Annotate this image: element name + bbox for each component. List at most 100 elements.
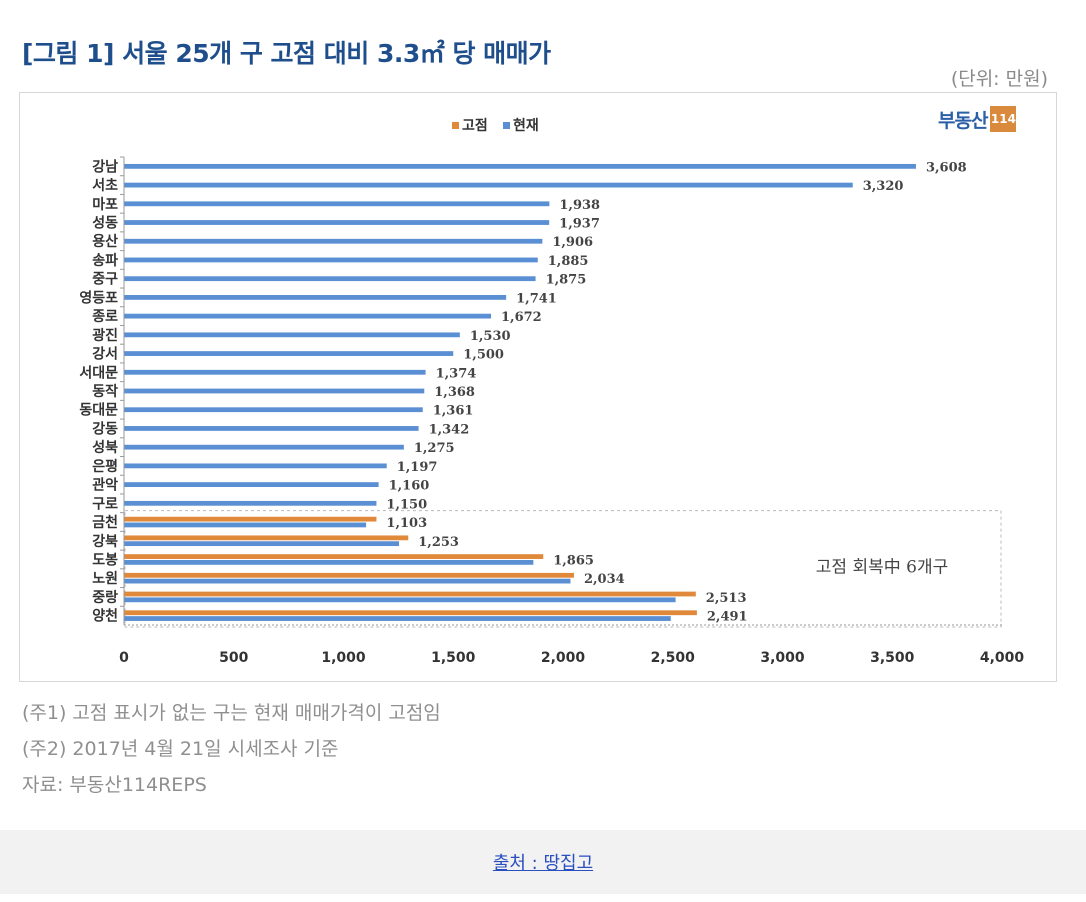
x-tick-label-2000: 2,000: [541, 650, 586, 666]
category-label-25: 양천: [92, 609, 118, 625]
value-label-6: 1,885: [548, 254, 589, 269]
unit-label: (단위: 만원): [950, 68, 1048, 90]
category-label-19: 구로: [92, 496, 118, 512]
legend-swatch-peak: [452, 122, 459, 129]
value-label-10: 1,530: [470, 329, 511, 344]
x-tick-label-2500: 2,500: [651, 650, 696, 666]
bar-peak-23: [124, 572, 574, 578]
bar-current-22: [124, 559, 534, 565]
bar-current-2: [124, 182, 853, 188]
category-label-20: 금천: [92, 515, 118, 531]
value-label-14: 1,361: [433, 404, 474, 419]
value-label-11: 1,500: [463, 348, 504, 363]
bar-current-11: [124, 351, 454, 356]
brand-logo: 부동산 114: [938, 106, 1017, 132]
bar-current-7: [124, 276, 536, 282]
bar-peak-20: [124, 516, 377, 522]
bar-peak-22: [124, 554, 544, 559]
bar-current-21: [124, 541, 400, 547]
x-tick-label-3000: 3,000: [760, 650, 805, 666]
legend-label-peak: 고점: [462, 117, 488, 134]
value-label-18: 1,160: [389, 479, 430, 494]
legend-label-current: 현재: [513, 118, 539, 134]
annotation-box: [124, 510, 1002, 628]
annotation-text: 고점 회복中 6개구: [816, 558, 948, 578]
bar-current-24: [124, 597, 676, 603]
category-label-8: 영등포: [79, 289, 118, 306]
category-label-23: 노원: [92, 571, 118, 587]
category-label-9: 종로: [92, 309, 118, 325]
category-label-3: 마포: [92, 197, 118, 213]
value-label-16: 1,275: [414, 441, 455, 456]
chart-title: [그림 1] 서울 25개 구 고점 대비 3.3㎡ 당 매매가: [22, 39, 551, 68]
category-label-15: 강동: [92, 420, 118, 437]
note-2: (주2) 2017년 4월 21일 시세조사 기준: [22, 738, 339, 760]
category-label-11: 강서: [92, 346, 118, 363]
category-label-6: 송파: [92, 253, 118, 269]
x-tick-label-4000: 4,000: [980, 650, 1025, 666]
value-label-23: 2,034: [584, 572, 625, 587]
bar-current-19: [124, 500, 377, 506]
legend-swatch-current: [503, 122, 510, 129]
note-1: (주1) 고점 표시가 없는 구는 현재 매매가격이 고점임: [22, 702, 441, 724]
bar-current-20: [124, 522, 367, 528]
bar-peak-25: [124, 610, 697, 616]
logo-badge: 114: [990, 106, 1017, 132]
value-label-17: 1,197: [397, 460, 438, 475]
x-tick-label-500: 500: [219, 650, 248, 666]
category-label-13: 동작: [92, 383, 118, 400]
category-label-21: 강북: [92, 533, 118, 550]
value-label-21: 1,253: [418, 535, 459, 550]
category-label-10: 광진: [92, 327, 118, 344]
value-label-2: 3,320: [863, 179, 904, 194]
category-label-5: 용산: [92, 233, 118, 250]
value-label-13: 1,368: [434, 385, 475, 400]
x-tick-label-3500: 3,500: [870, 650, 915, 666]
bar-current-15: [124, 426, 419, 431]
category-label-1: 강남: [92, 158, 118, 175]
bar-current-25: [124, 616, 671, 621]
x-tick-label-0: 0: [119, 650, 129, 666]
source-link[interactable]: 출처 : 땅집고: [492, 853, 594, 874]
category-label-18: 관악: [92, 477, 118, 494]
x-tick-label-1000: 1,000: [321, 650, 366, 666]
footer-bar: 출처 : 땅집고: [0, 830, 1086, 894]
category-label-16: 성북: [92, 440, 118, 456]
bar-current-9: [124, 313, 492, 319]
value-label-1: 3,608: [926, 160, 967, 175]
bar-current-4: [124, 220, 550, 225]
category-label-4: 성동: [92, 216, 118, 232]
value-label-22: 1,865: [553, 553, 594, 568]
value-label-25: 2,491: [707, 610, 748, 625]
bar-current-23: [124, 578, 571, 584]
x-tick-label-1500: 1,500: [431, 650, 476, 666]
bar-current-1: [124, 163, 916, 169]
category-label-2: 서초: [92, 178, 118, 194]
value-label-3: 1,938: [559, 198, 600, 213]
category-label-7: 중구: [92, 272, 118, 288]
category-label-17: 은평: [92, 458, 118, 475]
value-label-4: 1,937: [559, 217, 600, 232]
bar-peak-24: [124, 591, 696, 597]
bar-current-16: [124, 444, 404, 450]
category-label-22: 도봉: [92, 552, 118, 568]
bar-current-6: [124, 257, 538, 263]
logo-text: 부동산: [938, 109, 988, 132]
value-label-9: 1,672: [501, 310, 542, 325]
category-label-24: 중랑: [92, 590, 118, 606]
bar-current-13: [124, 388, 425, 394]
bar-current-14: [124, 407, 423, 413]
category-label-14: 동대문: [79, 403, 118, 419]
bar-current-17: [124, 463, 387, 469]
bar-current-10: [124, 332, 460, 338]
value-label-15: 1,342: [429, 422, 470, 437]
bar-current-3: [124, 201, 550, 207]
value-label-5: 1,906: [552, 235, 593, 250]
value-label-20: 1,103: [386, 516, 427, 531]
value-label-19: 1,150: [386, 497, 427, 512]
source-note: 자료: 부동산114REPS: [22, 774, 207, 796]
value-label-12: 1,374: [436, 366, 477, 381]
bar-current-5: [124, 238, 543, 244]
